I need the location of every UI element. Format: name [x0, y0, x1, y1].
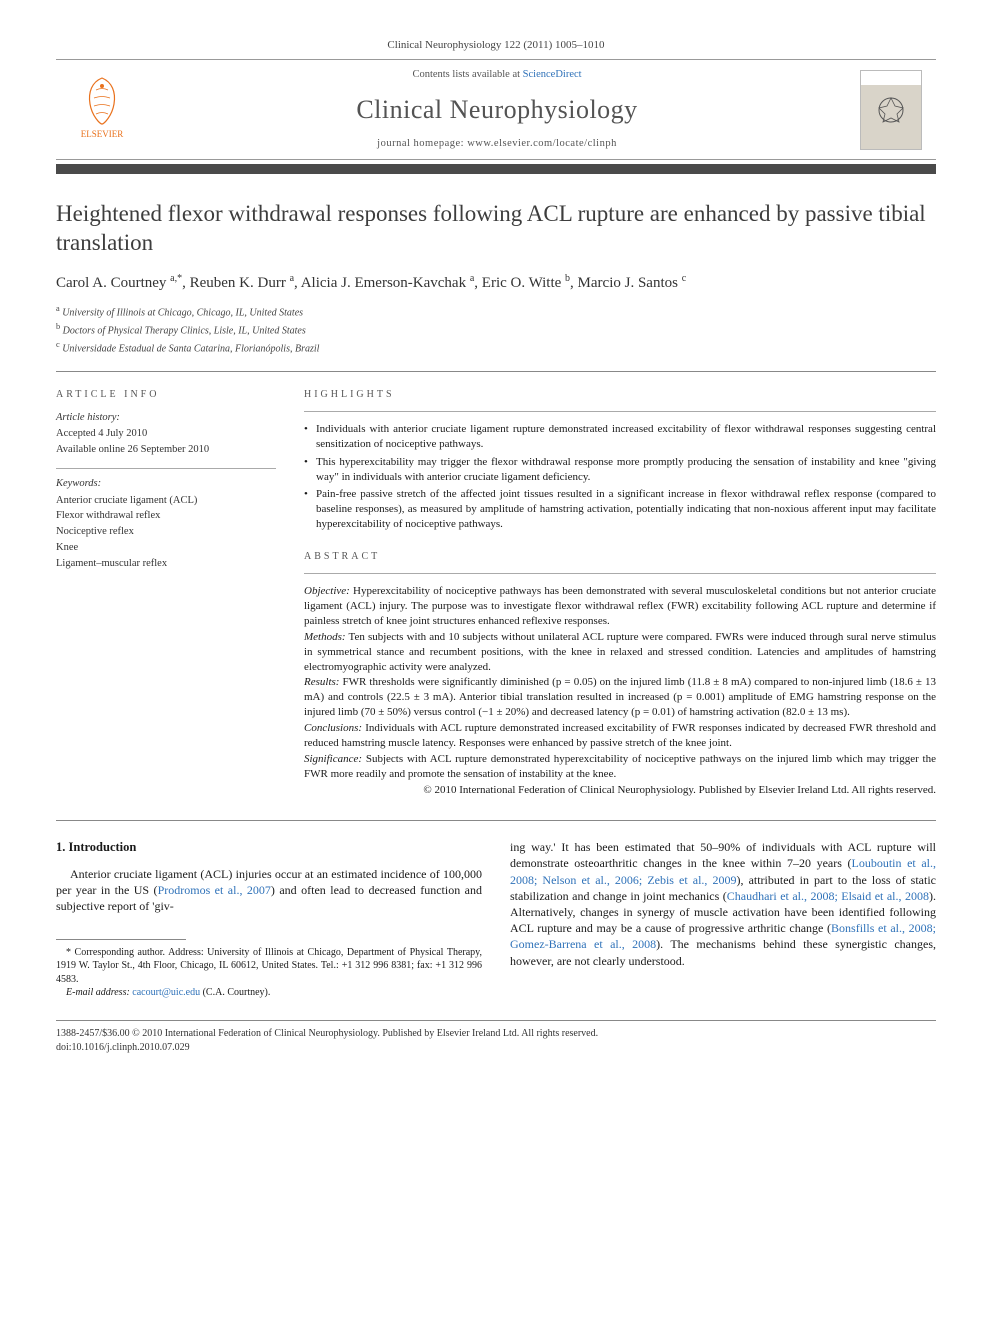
- contents-line: Contents lists available at ScienceDirec…: [144, 68, 850, 82]
- footnote-rule: [56, 939, 186, 940]
- journal-header: ELSEVIER Contents lists available at Sci…: [56, 59, 936, 160]
- journal-name: Clinical Neurophysiology: [144, 92, 850, 127]
- highlight-item: This hyperexcitability may trigger the f…: [304, 455, 936, 485]
- affiliation: b Doctors of Physical Therapy Clinics, L…: [56, 321, 936, 339]
- keyword: Flexor withdrawal reflex: [56, 508, 276, 524]
- affiliation: c Universidade Estadual de Santa Catarin…: [56, 339, 936, 357]
- highlights-list: Individuals with anterior cruciate ligam…: [304, 422, 936, 532]
- journal-cover-thumb: [860, 70, 922, 150]
- keyword: Ligament–muscular reflex: [56, 556, 276, 572]
- email-label: E-mail address:: [66, 987, 130, 998]
- abstract-rule: [304, 573, 936, 574]
- body-top-rule: [56, 820, 936, 821]
- body-paragraph-2: ing way.' It has been estimated that 50–…: [510, 839, 936, 969]
- abstract-copyright: © 2010 International Federation of Clini…: [304, 783, 936, 798]
- abstract-section: Conclusions: Individuals with ACL ruptur…: [304, 721, 936, 751]
- email-link[interactable]: cacourt@uic.edu: [132, 987, 200, 998]
- highlight-item: Individuals with anterior cruciate ligam…: [304, 422, 936, 452]
- header-rule: [56, 164, 936, 174]
- sciencedirect-link[interactable]: ScienceDirect: [523, 69, 582, 80]
- article-title: Heightened flexor withdrawal responses f…: [56, 200, 936, 258]
- highlights-block: highlights Individuals with anterior cru…: [304, 388, 936, 532]
- keywords-label: Keywords:: [56, 477, 276, 491]
- abstract-section: Results: FWR thresholds were significant…: [304, 675, 936, 720]
- highlights-heading: highlights: [304, 388, 936, 402]
- affiliation-list: a University of Illinois at Chicago, Chi…: [56, 303, 936, 356]
- affiliation: a University of Illinois at Chicago, Chi…: [56, 303, 936, 321]
- history-label: Article history:: [56, 411, 276, 425]
- section-heading: 1. Introduction: [56, 839, 482, 856]
- contents-prefix: Contents lists available at: [412, 69, 522, 80]
- keyword: Nociceptive reflex: [56, 524, 276, 540]
- homepage-prefix: journal homepage:: [377, 138, 467, 149]
- page-footer: 1388-2457/$36.00 © 2010 International Fe…: [56, 1027, 936, 1055]
- corresponding-author: * Corresponding author. Address: Univers…: [56, 946, 482, 987]
- footer-rule: [56, 1020, 936, 1021]
- info-divider: [56, 468, 276, 469]
- accepted-date: Accepted 4 July 2010: [56, 427, 276, 441]
- email-line: E-mail address: cacourt@uic.edu (C.A. Co…: [56, 986, 482, 1000]
- footer-doi: doi:10.1016/j.clinph.2010.07.029: [56, 1041, 936, 1055]
- email-attrib: (C.A. Courtney).: [203, 987, 271, 998]
- body-paragraph-1: Anterior cruciate ligament (ACL) injurie…: [56, 866, 482, 915]
- footer-copyright: 1388-2457/$36.00 © 2010 International Fe…: [56, 1027, 936, 1041]
- article-info-heading: article info: [56, 388, 276, 402]
- abstract-section: Objective: Hyperexcitability of nocicept…: [304, 584, 936, 629]
- highlights-rule: [304, 411, 936, 412]
- publisher-name: ELSEVIER: [81, 128, 124, 140]
- abstract-section: Methods: Ten subjects with and 10 subjec…: [304, 630, 936, 675]
- abstract-block: abstract Objective: Hyperexcitability of…: [304, 550, 936, 798]
- highlight-item: Pain-free passive stretch of the affecte…: [304, 487, 936, 532]
- author-list: Carol A. Courtney a,*, Reuben K. Durr a,…: [56, 272, 936, 293]
- abstract-section: Significance: Subjects with ACL rupture …: [304, 752, 936, 782]
- homepage-url[interactable]: www.elsevier.com/locate/clinph: [467, 138, 617, 149]
- section-title: Introduction: [69, 840, 137, 854]
- abstract-heading: abstract: [304, 550, 936, 564]
- journal-homepage: journal homepage: www.elsevier.com/locat…: [144, 137, 850, 151]
- divider: [56, 371, 936, 372]
- footnotes: * Corresponding author. Address: Univers…: [56, 946, 482, 1000]
- section-number: 1.: [56, 840, 65, 854]
- keyword: Knee: [56, 540, 276, 556]
- keywords-list: Anterior cruciate ligament (ACL)Flexor w…: [56, 493, 276, 572]
- elsevier-logo: ELSEVIER: [70, 74, 134, 146]
- body-two-column: 1. Introduction Anterior cruciate ligame…: [56, 839, 936, 999]
- online-date: Available online 26 September 2010: [56, 443, 276, 457]
- abstract-body: Objective: Hyperexcitability of nocicept…: [304, 584, 936, 781]
- journal-reference: Clinical Neurophysiology 122 (2011) 1005…: [56, 38, 936, 53]
- keyword: Anterior cruciate ligament (ACL): [56, 493, 276, 509]
